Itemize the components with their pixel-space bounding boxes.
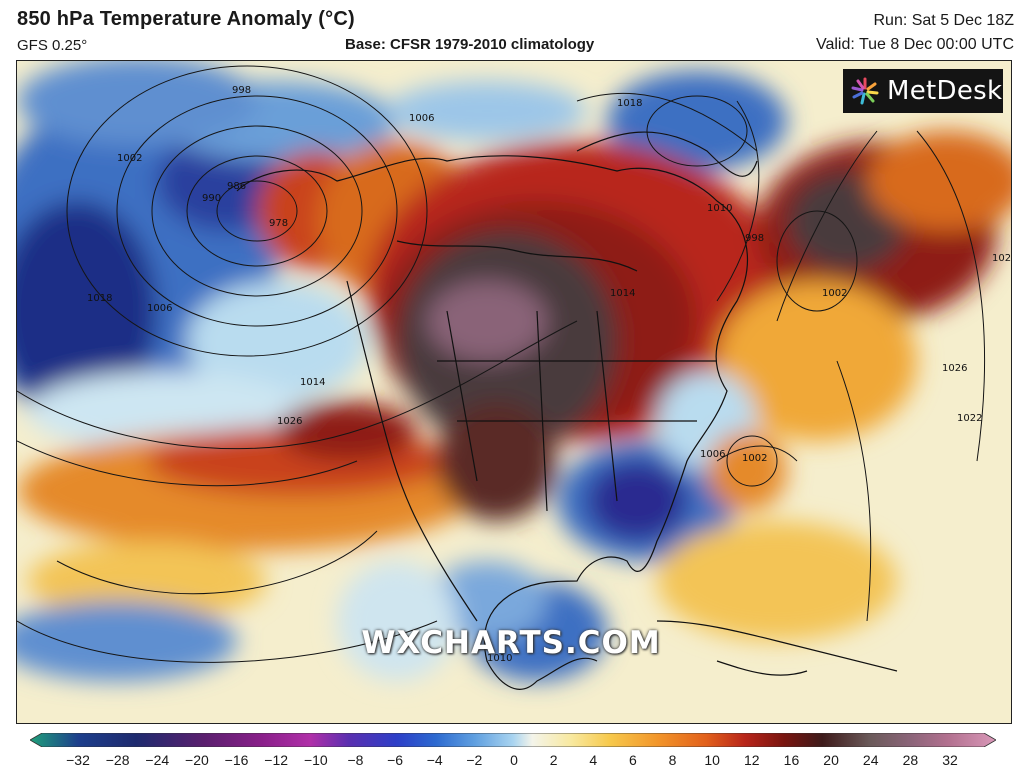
model-label: GFS 0.25° xyxy=(17,37,88,54)
isobar-label: 1002 xyxy=(742,453,767,464)
isobar-label: 1002 xyxy=(822,288,847,299)
run-time-label: Run: Sat 5 Dec 18Z xyxy=(873,12,1014,29)
color-scale-tick-label: −16 xyxy=(224,752,249,768)
anomaly-field xyxy=(17,61,1011,681)
isobar-label: 1006 xyxy=(700,449,725,460)
color-scale-tick-label: 20 xyxy=(823,752,839,768)
isobar-label: 986 xyxy=(227,181,246,192)
isobar-lines xyxy=(17,65,985,663)
color-scale-tick-label: 2 xyxy=(549,752,558,768)
isobar-label: 1026 xyxy=(277,416,302,427)
color-scale-tick-label: 4 xyxy=(589,752,598,768)
color-scale-tick-label: −2 xyxy=(466,752,483,768)
isobar-label: 998 xyxy=(232,85,251,96)
color-scale-tick-label: −28 xyxy=(105,752,130,768)
wxcharts-watermark: WXCHARTS.COM xyxy=(361,625,661,661)
color-scale-tick-label: 16 xyxy=(783,752,800,768)
color-scale-tick-label: −10 xyxy=(303,752,328,768)
isobar-label: 1026 xyxy=(942,363,967,374)
isobar-label: 1014 xyxy=(610,288,635,299)
color-scale-tick-label: 8 xyxy=(668,752,677,768)
color-scale-tick-label: 10 xyxy=(704,752,720,768)
color-scale-tick-label: −8 xyxy=(347,752,364,768)
color-scale-tick-label: 12 xyxy=(744,752,760,768)
isobar-label: 1018 xyxy=(617,98,642,109)
anomaly-map[interactable]: 998 1006 1018 1002 990 978 986 1010 1014… xyxy=(16,60,1012,724)
isobar-label: 978 xyxy=(269,218,288,229)
color-scale-tick-label: 32 xyxy=(942,752,958,768)
color-scale-bar xyxy=(30,733,996,747)
isobar-label: 1010 xyxy=(487,653,512,664)
color-scale-tick-label: −20 xyxy=(185,752,209,768)
color-scale-tick-label: −4 xyxy=(426,752,443,768)
color-scale-tick-label: 6 xyxy=(629,752,637,768)
isobar-label: 1018 xyxy=(87,293,112,304)
isobar-labels: 998 1006 1018 1002 990 978 986 1010 1014… xyxy=(87,85,1012,664)
isobar-label: 1002 xyxy=(117,153,142,164)
color-scale-tick-label: 24 xyxy=(862,752,879,768)
color-scale-tick-label: −32 xyxy=(66,752,90,768)
color-scale-tick-label: 0 xyxy=(510,752,518,768)
isobar-label: 1022 xyxy=(992,253,1012,264)
chart-title: 850 hPa Temperature Anomaly (°C) xyxy=(17,8,355,30)
metdesk-logo: MetDesk xyxy=(843,69,1003,113)
color-scale-tick-label: 28 xyxy=(902,752,919,768)
climatology-base-label: Base: CFSR 1979-2010 climatology xyxy=(345,36,595,53)
isobar-label: 1010 xyxy=(707,203,732,214)
coastlines xyxy=(236,131,898,690)
isobar-label: 1014 xyxy=(300,377,325,388)
map-canvas: 998 1006 1018 1002 990 978 986 1010 1014… xyxy=(17,61,1012,723)
isobar-label: 1006 xyxy=(409,113,434,124)
isobar-label: 998 xyxy=(745,233,764,244)
color-scale-tick-label: −12 xyxy=(264,752,289,768)
color-scale-tick-label: −6 xyxy=(387,752,404,768)
isobar-label: 990 xyxy=(202,193,221,204)
valid-time-label: Valid: Tue 8 Dec 00:00 UTC xyxy=(815,36,1014,53)
color-scale-ticks: −32 −28 −24 −20 −16 −12 −10 −8 −6 −4 −2 0 2 4 6 8 10 12 16… xyxy=(0,752,1024,774)
isobar-label: 1006 xyxy=(147,303,172,314)
isobar-label: 1022 xyxy=(957,413,982,424)
color-scale-tick-label: −24 xyxy=(145,752,170,768)
metdesk-starburst-icon xyxy=(851,77,879,105)
metdesk-logo-text: MetDesk xyxy=(887,76,1003,106)
